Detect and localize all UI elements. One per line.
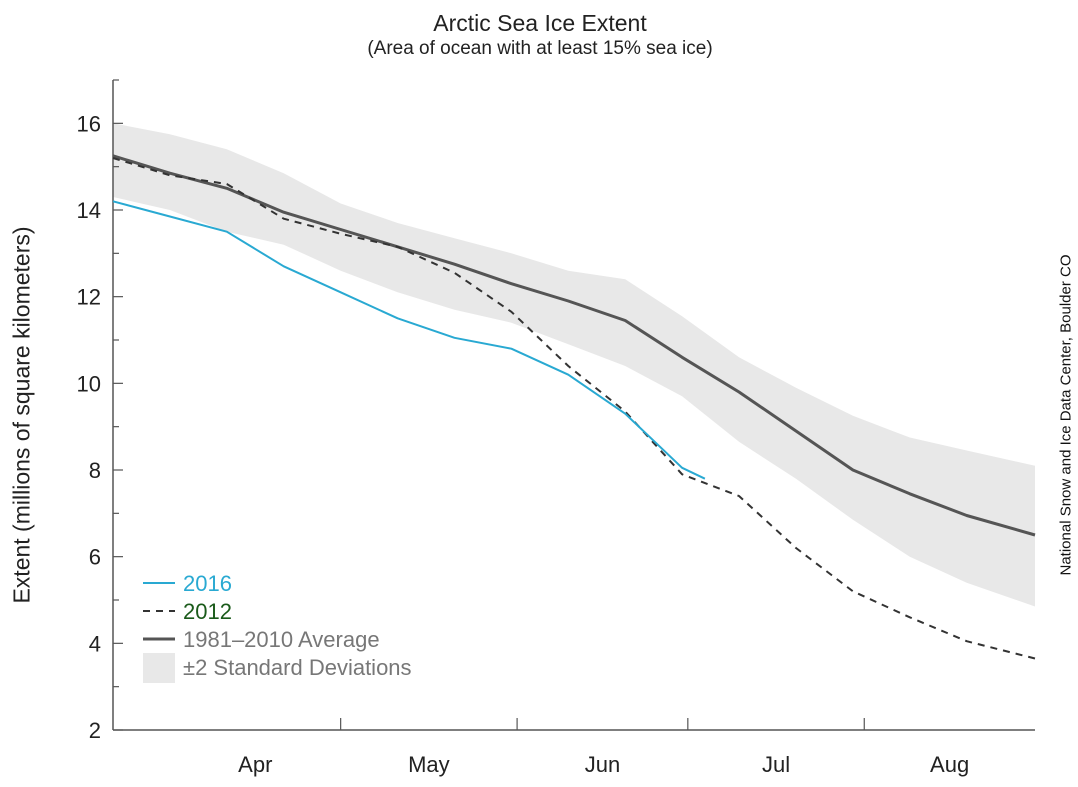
chart-subtitle: (Area of ocean with at least 15% sea ice… xyxy=(367,38,713,59)
y-tick-label: 16 xyxy=(77,111,101,136)
y-axis-label: Extent (millions of square kilometers) xyxy=(8,226,35,604)
legend-label: 2016 xyxy=(183,571,232,596)
y-tick-label: 10 xyxy=(77,371,101,396)
y-tick-label: 12 xyxy=(77,285,101,310)
y-tick-label: 2 xyxy=(89,718,101,743)
credit-text: National Snow and Ice Data Center, Bould… xyxy=(1057,254,1075,576)
series-line-1981-2010-average xyxy=(112,154,1036,537)
series-line-2016 xyxy=(112,200,706,480)
x-month-label: Aug xyxy=(930,752,969,777)
y-tick-label: 14 xyxy=(77,198,101,223)
x-month-label: Apr xyxy=(238,752,272,777)
legend-label: ±2 Standard Deviations xyxy=(183,655,412,680)
chart-title: Arctic Sea Ice Extent xyxy=(433,10,647,36)
x-month-label: Jul xyxy=(762,752,790,777)
series-line-2012 xyxy=(112,157,1036,660)
legend-swatch-band xyxy=(143,653,175,683)
legend-label: 2012 xyxy=(183,599,232,624)
x-month-label: Jun xyxy=(585,752,620,777)
y-tick-label: 8 xyxy=(89,458,101,483)
std-dev-band xyxy=(113,123,1035,607)
x-month-label: May xyxy=(408,752,450,777)
y-tick-label: 6 xyxy=(89,545,101,570)
y-tick-label: 4 xyxy=(89,631,101,656)
legend-label: 1981–2010 Average xyxy=(183,627,380,652)
